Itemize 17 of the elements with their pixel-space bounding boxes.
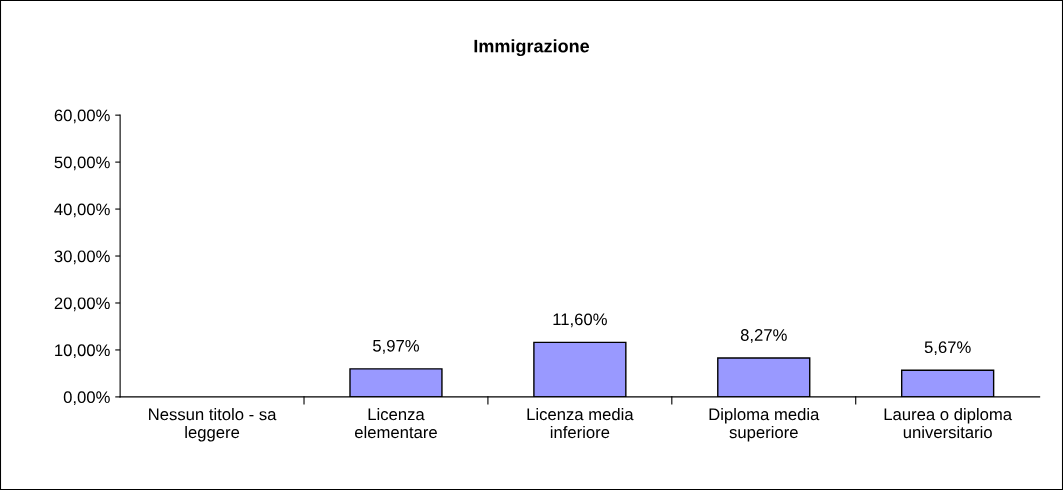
y-tick-label: 30,00% [54, 250, 110, 265]
y-tick-label: 40,00% [54, 203, 110, 218]
x-tick-label: Licenza elementare [354, 408, 437, 439]
x-tick-label: Nessun titolo - sa leggere [149, 408, 277, 442]
y-tick-label: 50,00% [54, 156, 110, 171]
x-tick-label: Laurea o diploma universitario [884, 408, 1013, 439]
data-label: 11,60% [553, 313, 607, 328]
y-tick-label: 60,00% [54, 109, 110, 124]
data-label: 5,67% [924, 341, 971, 356]
chart-title: Immigrazione [474, 39, 590, 57]
x-tick-label: Licenza media inferiore [527, 408, 634, 439]
y-tick-label: 0,00% [63, 391, 110, 406]
y-tick-label: 20,00% [54, 297, 110, 312]
y-tick-label: 10,00% [55, 344, 110, 359]
data-label: 5,97% [373, 339, 419, 354]
data-label: 8,27% [740, 329, 787, 343]
x-tick-label: Diploma media superiore [709, 408, 820, 442]
